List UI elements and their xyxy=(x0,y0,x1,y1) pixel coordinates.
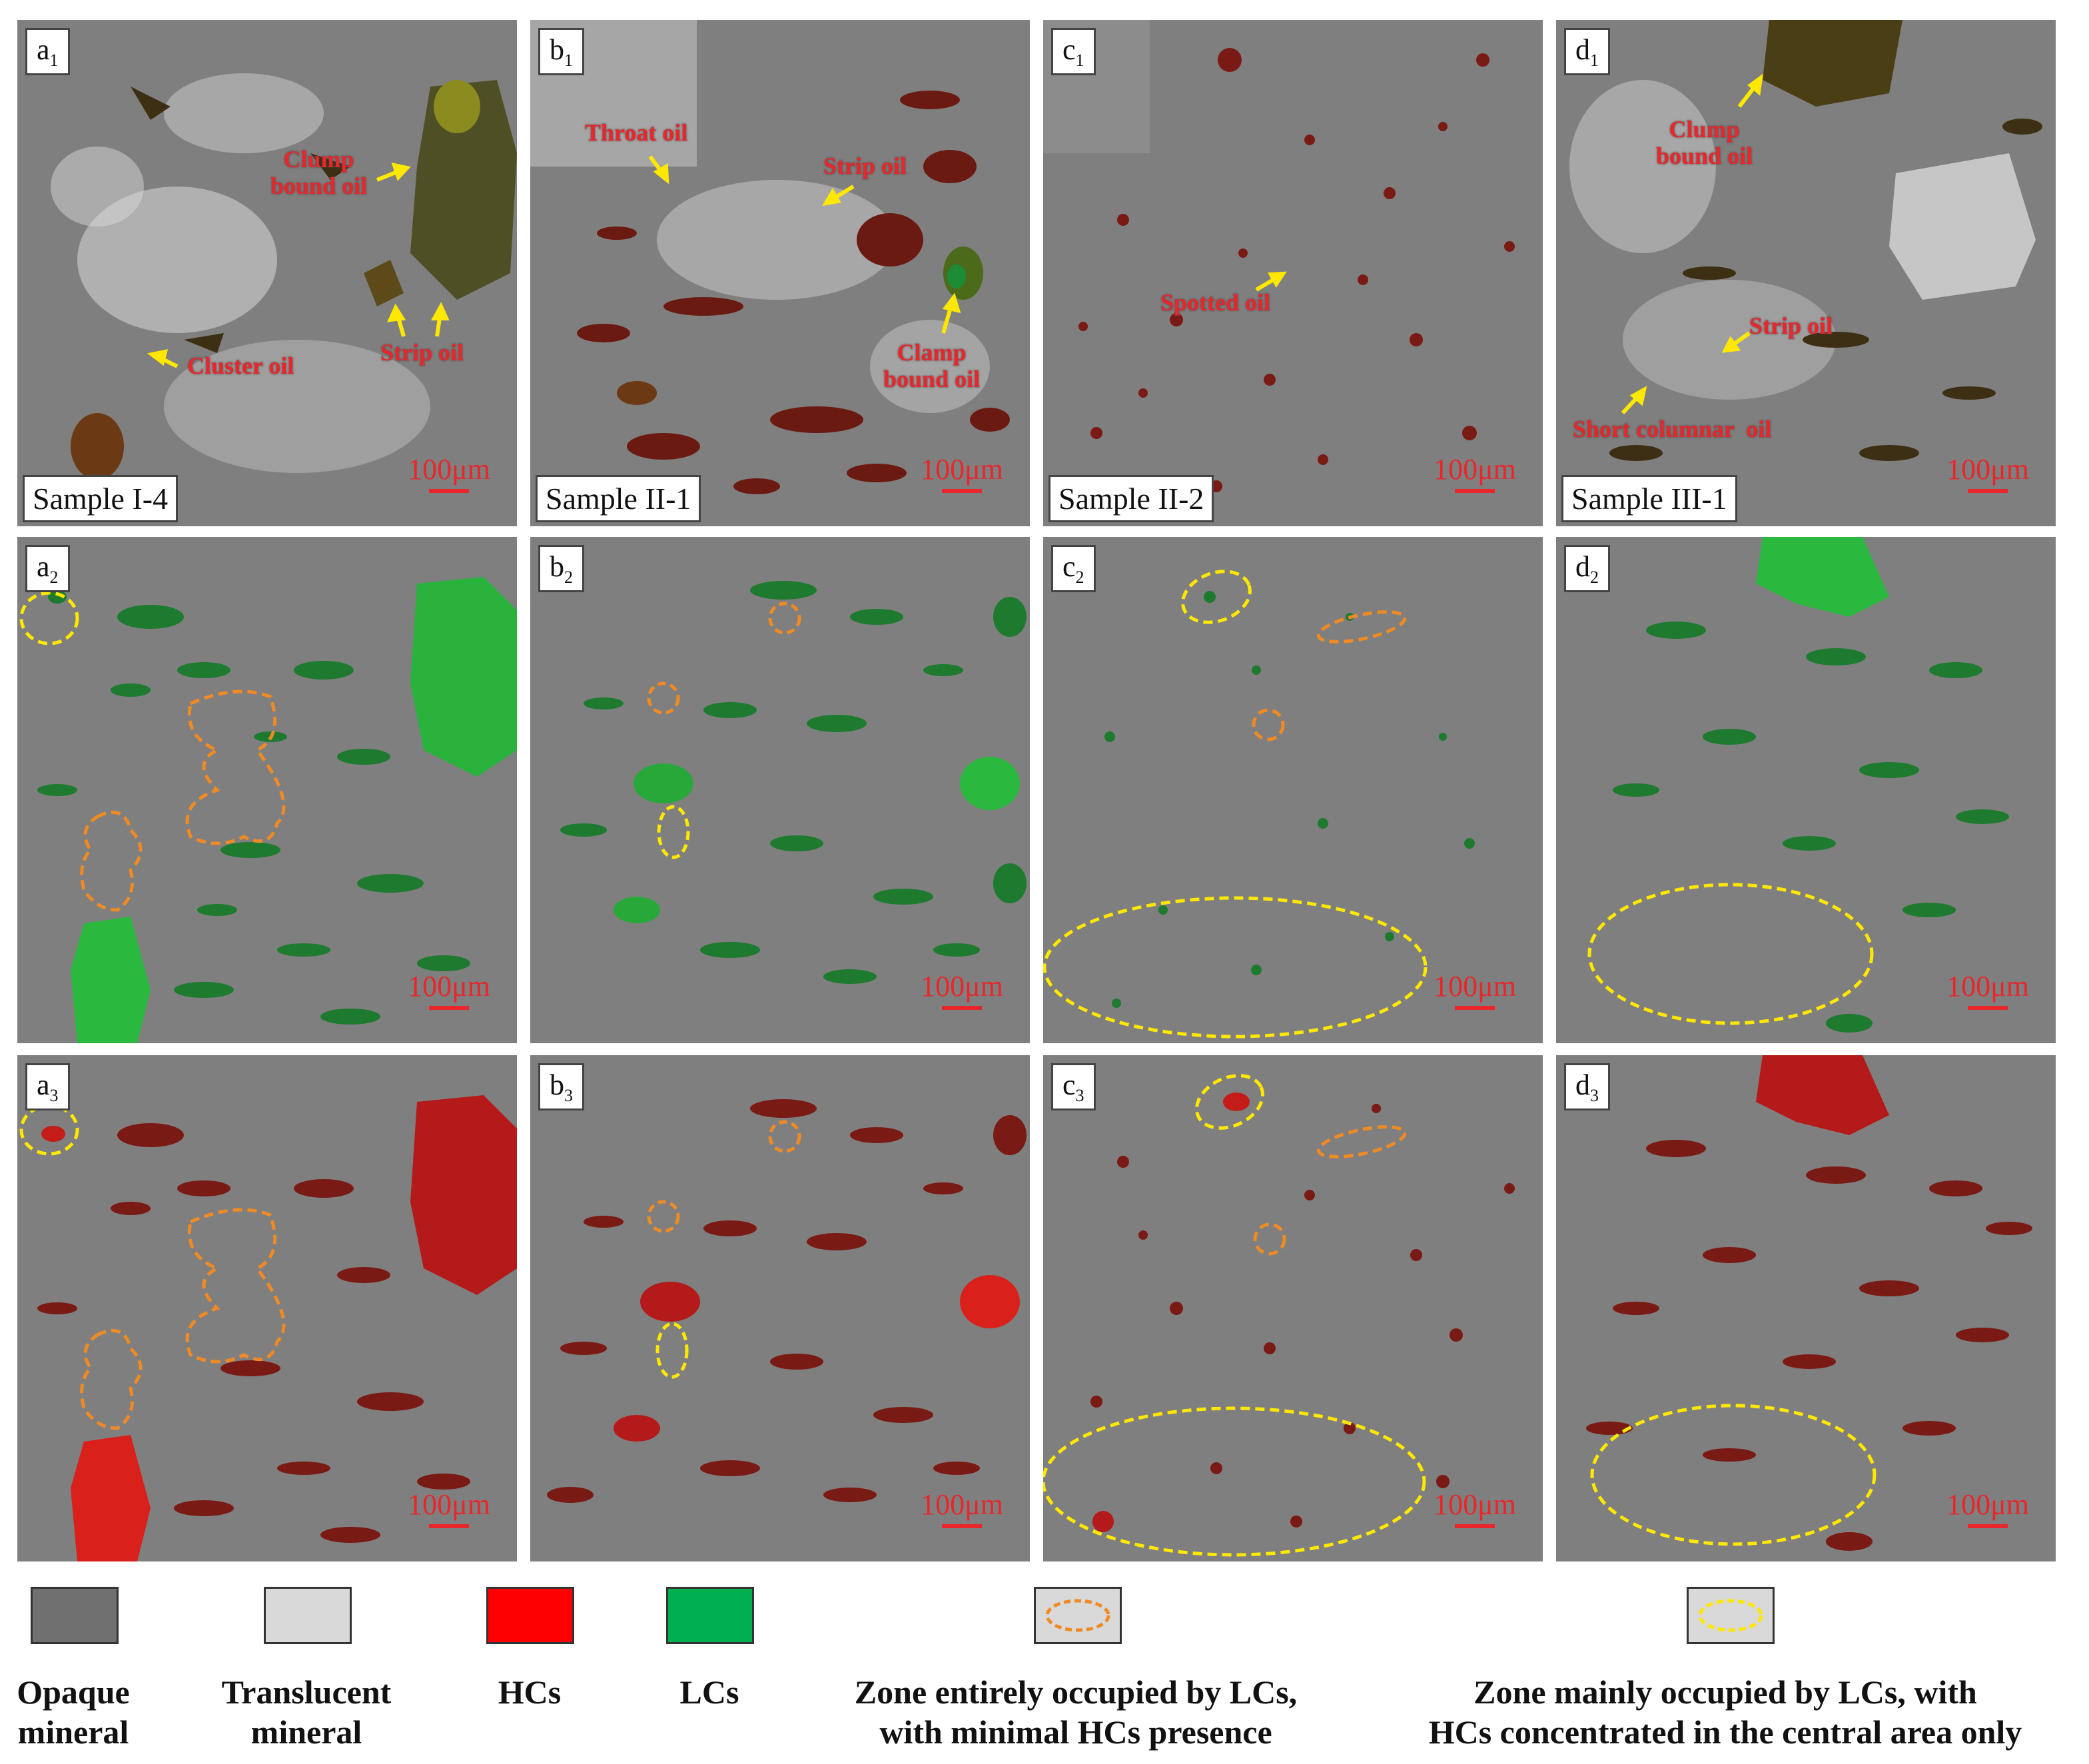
sample-label-b1: Sample II-1 xyxy=(536,475,701,522)
yellow-dashed-ellipse-icon xyxy=(1698,1599,1763,1632)
scale-bar-d2: 100μm xyxy=(1946,969,2029,1010)
panel-d2-tag: d2 xyxy=(1564,545,1610,592)
lcs-map-a2 xyxy=(19,577,517,1043)
scale-bar-d3: 100μm xyxy=(1946,1488,2029,1528)
panel-a1-tag: a1 xyxy=(25,28,70,75)
panel-b1-tag: b1 xyxy=(538,28,584,75)
hcs-map-a3 xyxy=(19,1095,517,1561)
legend-label-translucent: Translucent mineral xyxy=(221,1673,392,1751)
panel-b1: b1 Throat oil Strip oil Clamp bound oil … xyxy=(530,20,1030,526)
scale-bar-d1: 100μm xyxy=(1946,452,2029,493)
panel-d1-tag: d1 xyxy=(1564,28,1610,75)
legend-swatch-opaque xyxy=(31,1587,119,1644)
legend-label-hcs: HCs xyxy=(498,1673,562,1711)
lcs-map-b2 xyxy=(560,581,1027,984)
scale-bar-a3: 100μm xyxy=(408,1488,490,1528)
panel-c1-tag: c1 xyxy=(1051,28,1096,75)
micrograph-d1 xyxy=(1569,20,2042,461)
legend-swatch-hcs xyxy=(486,1587,574,1644)
panel-c2-tag: c2 xyxy=(1051,545,1096,592)
annotation-throat-oil: Throat oil xyxy=(585,119,688,146)
panel-a2-tag: a2 xyxy=(25,545,70,592)
micrograph-c1 xyxy=(1043,20,1515,492)
scale-bar-c2: 100μm xyxy=(1434,969,1516,1010)
scale-bar-b1: 100μm xyxy=(921,452,1003,493)
annotation-clamp-bound-oil: Clamp bound oil xyxy=(883,339,981,392)
panel-d1: d1 Clump bound oil Strip oil Short colum… xyxy=(1556,20,2056,526)
panel-d2: d2 100μm xyxy=(1556,537,2056,1043)
panel-a2: a2 100μm xyxy=(17,537,517,1043)
annotation-clump-bound-oil: Clump bound oil xyxy=(270,146,368,199)
legend-swatch-translucent xyxy=(264,1587,352,1644)
scale-bar-b2: 100μm xyxy=(921,969,1003,1010)
scale-bar-c3: 100μm xyxy=(1434,1488,1516,1528)
legend-label-yellow-zone: Zone mainly occupied by LCs, with HCs co… xyxy=(1428,1673,2022,1751)
sample-label-c1: Sample II-2 xyxy=(1048,475,1214,522)
micrograph-a1 xyxy=(51,73,517,480)
panel-a1: a1 Clump bound oil Strip oil Cluster oil… xyxy=(17,20,517,526)
annotation-strip-oil: Strip oil xyxy=(823,153,907,179)
scale-bar-c1: 100μm xyxy=(1434,452,1516,493)
lcs-map-d2 xyxy=(1587,537,2009,1033)
annotation-spotted-oil: Spotted oil xyxy=(1160,289,1271,316)
annotation-clump-bound-oil: Clump bound oil xyxy=(1656,116,1753,169)
sample-label-d1: Sample III-1 xyxy=(1561,475,1737,522)
scale-bar-a2: 100μm xyxy=(408,969,490,1010)
panel-d3: d3 100μm xyxy=(1556,1055,2056,1561)
panel-b2: b2 100μm xyxy=(530,537,1030,1043)
legend-swatch-orange-zone xyxy=(1034,1587,1122,1644)
hcs-map-d3 xyxy=(1586,1055,2032,1551)
panel-b2-tag: b2 xyxy=(538,545,584,592)
panel-a3: a3 100μm xyxy=(17,1055,517,1561)
annotation-strip-oil: Strip oil xyxy=(1749,312,1833,339)
legend-label-opaque: Opaque mineral xyxy=(17,1673,130,1751)
panel-d3-tag: d3 xyxy=(1564,1063,1610,1110)
hcs-map-b3 xyxy=(547,1099,1027,1503)
legend-swatch-yellow-zone xyxy=(1687,1587,1775,1644)
panel-c3-tag: c3 xyxy=(1051,1063,1096,1110)
annotation-strip-oil: Strip oil xyxy=(380,339,464,366)
panel-c2: c2 100μm xyxy=(1043,537,1543,1043)
panel-c1: c1 Spotted oil 100μm Sample II-2 xyxy=(1043,20,1543,526)
micrograph-b1 xyxy=(530,20,1010,496)
panel-c3: c3 100μm xyxy=(1043,1055,1543,1561)
legend-swatch-lcs xyxy=(666,1587,754,1644)
panel-b3: b3 100μm xyxy=(530,1055,1030,1561)
panel-a3-tag: a3 xyxy=(25,1063,70,1110)
annotation-short-columnar-oil: Short columnar oil xyxy=(1573,416,1772,442)
orange-dashed-ellipse-icon xyxy=(1045,1599,1110,1632)
hcs-map-c3 xyxy=(1043,1074,1515,1557)
scale-bar-b3: 100μm xyxy=(921,1488,1003,1528)
scale-bar-a1: 100μm xyxy=(408,452,490,493)
legend-label-lcs: LCs xyxy=(679,1673,739,1711)
sample-label-a1: Sample I-4 xyxy=(23,475,179,522)
legend-label-orange-zone: Zone entirely occupied by LCs, with mini… xyxy=(854,1673,1298,1751)
lcs-map-c2 xyxy=(1043,570,1475,1039)
annotation-cluster-oil: Cluster oil xyxy=(187,352,294,379)
panel-b3-tag: b3 xyxy=(538,1063,584,1110)
